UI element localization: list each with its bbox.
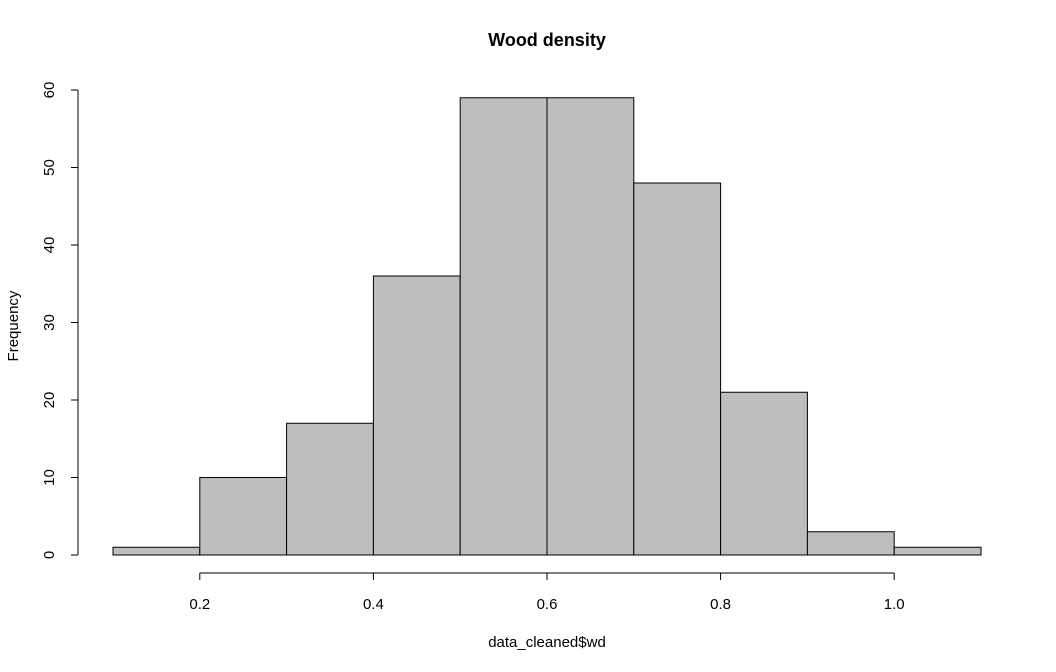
y-tick-label: 40 — [41, 237, 58, 254]
y-axis: 0 10 20 30 40 50 60 — [41, 82, 79, 559]
y-tick-label: 10 — [41, 469, 58, 486]
y-tick-label: 50 — [41, 159, 58, 176]
histogram-bar — [286, 422, 374, 556]
histogram-bar — [372, 275, 461, 556]
histogram-bar — [893, 546, 982, 556]
x-axis-label: data_cleaned$wd — [488, 634, 606, 651]
x-tick-label: 0.6 — [537, 596, 558, 613]
y-tick-label: 20 — [41, 392, 58, 409]
histogram-bar — [720, 391, 808, 556]
histogram-bar — [806, 531, 895, 556]
bars-group — [112, 97, 982, 556]
histogram-bar — [633, 182, 722, 556]
x-tick-label: 0.4 — [363, 596, 384, 613]
x-tick-label: 0.2 — [189, 596, 210, 613]
histogram-bar — [459, 97, 548, 556]
chart-title: Wood density — [488, 30, 606, 50]
y-tick-label: 60 — [41, 82, 58, 99]
histogram-bar — [112, 546, 201, 556]
histogram-bar — [199, 477, 288, 556]
y-tick-label: 30 — [41, 314, 58, 331]
x-tick-label: 1.0 — [884, 596, 905, 613]
x-tick-label: 0.8 — [710, 596, 731, 613]
y-axis-label: Frequency — [5, 290, 22, 361]
y-tick-label: 0 — [41, 551, 58, 559]
histogram-bar — [546, 97, 635, 556]
x-axis: 0.2 0.4 0.6 0.8 1.0 — [189, 572, 905, 613]
